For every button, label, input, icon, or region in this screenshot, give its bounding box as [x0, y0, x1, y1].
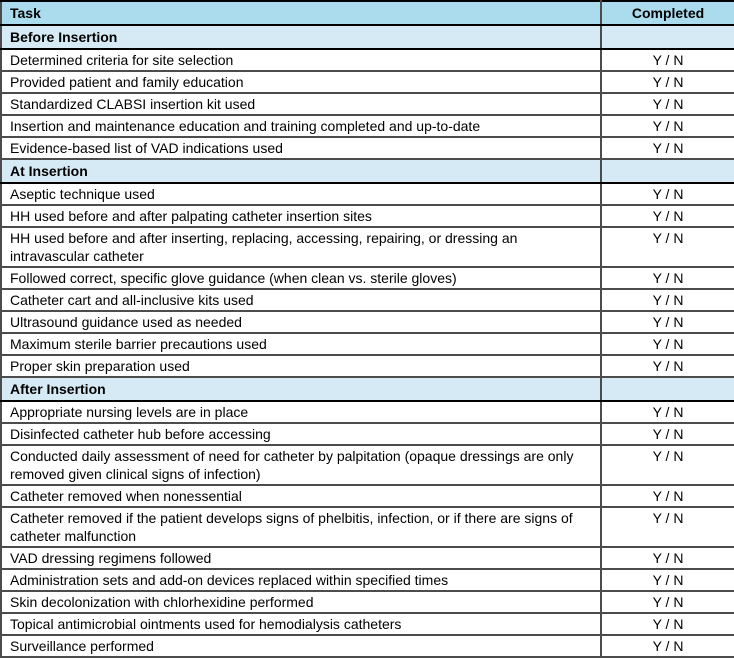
table-row: Skin decolonization with chlorhexidine p…: [0, 590, 734, 614]
completed-cell: Y / N: [600, 92, 734, 116]
section-completed-cell: [600, 376, 734, 402]
completed-column-header: Completed: [600, 0, 734, 26]
completed-cell: Y / N: [600, 70, 734, 94]
completed-cell: Y / N: [600, 546, 734, 570]
table-row: Catheter removed when nonessential Y / N: [0, 484, 734, 508]
completed-cell: Y / N: [600, 182, 734, 206]
task-cell: Skin decolonization with chlorhexidine p…: [0, 590, 602, 614]
table-row: VAD dressing regimens followed Y / N: [0, 546, 734, 570]
task-cell: Provided patient and family education: [0, 70, 602, 94]
task-cell: Insertion and maintenance education and …: [0, 114, 602, 138]
section-completed-cell: [600, 158, 734, 184]
table-row: Evidence-based list of VAD indications u…: [0, 136, 734, 160]
table-row: Catheter cart and all-inclusive kits use…: [0, 288, 734, 312]
section-completed-cell: [600, 24, 734, 50]
checklist-header: Task Completed: [0, 0, 734, 26]
table-row: Insertion and maintenance education and …: [0, 114, 734, 138]
completed-cell: Y / N: [600, 444, 734, 486]
completed-cell: Y / N: [600, 114, 734, 138]
table-row: Appropriate nursing levels are in place …: [0, 400, 734, 424]
completed-cell: Y / N: [600, 590, 734, 614]
completed-cell: Y / N: [600, 288, 734, 312]
table-row: Proper skin preparation used Y / N: [0, 354, 734, 378]
completed-cell: Y / N: [600, 422, 734, 446]
section-title: Before Insertion: [0, 24, 602, 50]
table-row: Surveillance performed Y / N: [0, 634, 734, 658]
completed-cell: Y / N: [600, 332, 734, 356]
completed-cell: Y / N: [600, 136, 734, 160]
task-cell: Maximum sterile barrier precautions used: [0, 332, 602, 356]
task-column-header: Task: [0, 0, 602, 26]
completed-cell: Y / N: [600, 568, 734, 592]
table-row: Disinfected catheter hub before accessin…: [0, 422, 734, 446]
task-cell: Aseptic technique used: [0, 182, 602, 206]
task-cell: HH used before and after inserting, repl…: [0, 226, 602, 268]
completed-cell: Y / N: [600, 310, 734, 334]
task-cell: VAD dressing regimens followed: [0, 546, 602, 570]
completed-cell: Y / N: [600, 484, 734, 508]
task-cell: Catheter removed when nonessential: [0, 484, 602, 508]
task-cell: Appropriate nursing levels are in place: [0, 400, 602, 424]
table-row: Maximum sterile barrier precautions used…: [0, 332, 734, 356]
checklist-body: Before Insertion Determined criteria for…: [0, 24, 734, 658]
completed-cell: Y / N: [600, 354, 734, 378]
table-row: HH used before and after inserting, repl…: [0, 226, 734, 268]
section-header-row: At Insertion: [0, 158, 734, 184]
table-row: Standardized CLABSI insertion kit used Y…: [0, 92, 734, 116]
task-cell: Determined criteria for site selection: [0, 48, 602, 72]
task-cell: Conducted daily assessment of need for c…: [0, 444, 602, 486]
task-cell: Disinfected catheter hub before accessin…: [0, 422, 602, 446]
completed-cell: Y / N: [600, 226, 734, 268]
table-row: Catheter removed if the patient develops…: [0, 506, 734, 548]
table-row: Ultrasound guidance used as needed Y / N: [0, 310, 734, 334]
section-header-row: After Insertion: [0, 376, 734, 402]
task-cell: HH used before and after palpating cathe…: [0, 204, 602, 228]
task-cell: Followed correct, specific glove guidanc…: [0, 266, 602, 290]
completed-cell: Y / N: [600, 204, 734, 228]
task-cell: Evidence-based list of VAD indications u…: [0, 136, 602, 160]
task-cell: Standardized CLABSI insertion kit used: [0, 92, 602, 116]
table-row: HH used before and after palpating cathe…: [0, 204, 734, 228]
table-row: Provided patient and family education Y …: [0, 70, 734, 94]
completed-cell: Y / N: [600, 400, 734, 424]
table-row: Topical antimicrobial ointments used for…: [0, 612, 734, 636]
task-cell: Administration sets and add-on devices r…: [0, 568, 602, 592]
table-row: Conducted daily assessment of need for c…: [0, 444, 734, 486]
section-header-row: Before Insertion: [0, 24, 734, 50]
task-cell: Proper skin preparation used: [0, 354, 602, 378]
table-row: Followed correct, specific glove guidanc…: [0, 266, 734, 290]
table-row: Administration sets and add-on devices r…: [0, 568, 734, 592]
table-row: Determined criteria for site selection Y…: [0, 48, 734, 72]
completed-cell: Y / N: [600, 48, 734, 72]
completed-cell: Y / N: [600, 266, 734, 290]
table-row: Aseptic technique used Y / N: [0, 182, 734, 206]
completed-cell: Y / N: [600, 506, 734, 548]
task-cell: Catheter cart and all-inclusive kits use…: [0, 288, 602, 312]
task-cell: Surveillance performed: [0, 634, 602, 658]
completed-cell: Y / N: [600, 634, 734, 658]
header-row: Task Completed: [0, 0, 734, 26]
completed-cell: Y / N: [600, 612, 734, 636]
section-title: At Insertion: [0, 158, 602, 184]
section-title: After Insertion: [0, 376, 602, 402]
task-cell: Ultrasound guidance used as needed: [0, 310, 602, 334]
task-cell: Topical antimicrobial ointments used for…: [0, 612, 602, 636]
task-cell: Catheter removed if the patient develops…: [0, 506, 602, 548]
